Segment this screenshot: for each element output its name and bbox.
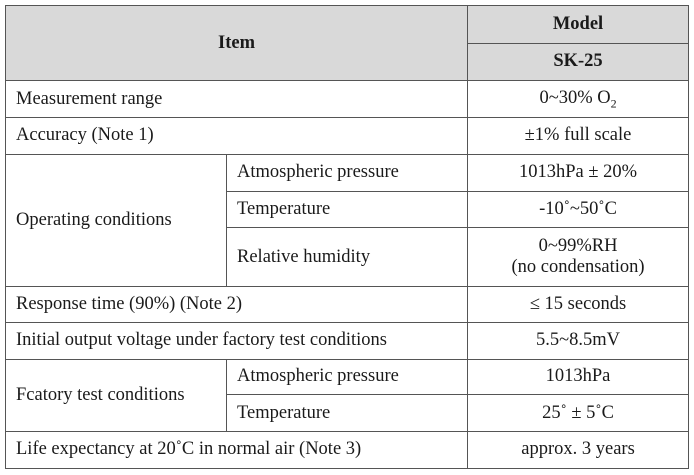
row-value: 0~30% O2 bbox=[467, 80, 690, 119]
table-row: Temperature 25˚ ± 5˚C bbox=[6, 394, 690, 433]
table-row: Accuracy (Note 1) ±1% full scale bbox=[4, 117, 690, 155]
table-row: Temperature -10˚~50˚C bbox=[6, 190, 690, 229]
row-label: Life expectancy at 20˚C in normal air (N… bbox=[4, 431, 469, 469]
sub-label: Temperature bbox=[225, 394, 469, 433]
table-row: Initial output voltage under factory tes… bbox=[4, 322, 690, 360]
sub-label: Atmospheric pressure bbox=[225, 358, 469, 396]
row-value: 1013hPa bbox=[467, 358, 690, 396]
row-label: Initial output voltage under factory tes… bbox=[4, 322, 469, 360]
row-value: ≤ 15 seconds bbox=[467, 286, 690, 324]
sub-label: Atmospheric pressure bbox=[225, 153, 469, 192]
row-label: Accuracy (Note 1) bbox=[4, 117, 469, 155]
row-value: -10˚~50˚C bbox=[467, 190, 690, 229]
row-label: Measurement range bbox=[4, 80, 469, 119]
header-model-name: SK-25 bbox=[467, 42, 690, 82]
measurement-range-value: 0~30% O bbox=[539, 87, 611, 108]
row-value: 1013hPa ± 20% bbox=[467, 153, 690, 192]
row-value: 25˚ ± 5˚C bbox=[467, 394, 690, 433]
table-header-row: SK-25 bbox=[6, 42, 690, 82]
row-value: ±1% full scale bbox=[467, 117, 690, 155]
table-row: Fcatory test conditions Atmospheric pres… bbox=[5, 358, 690, 433]
group-label: Fcatory test conditions bbox=[5, 358, 227, 433]
table-row: Measurement range 0~30% O2 bbox=[4, 80, 690, 119]
table-header-row: Item Model bbox=[4, 4, 690, 82]
spec-table: Item Model SK-25 Measurement range 0~30%… bbox=[4, 4, 690, 469]
row-value: 0~99%RH (no condensation) bbox=[467, 227, 690, 288]
sub-label: Temperature bbox=[225, 190, 469, 229]
row-label: Response time (90%) (Note 2) bbox=[4, 286, 469, 324]
humidity-value: 0~99%RH bbox=[538, 236, 618, 257]
group-label: Operating conditions bbox=[5, 153, 227, 288]
table-row: Response time (90%) (Note 2) ≤ 15 second… bbox=[4, 286, 690, 324]
humidity-note: (no condensation) bbox=[511, 257, 645, 278]
table-row: Operating conditions Atmospheric pressur… bbox=[5, 153, 690, 288]
row-value: 5.5~8.5mV bbox=[467, 322, 690, 360]
row-value: approx. 3 years bbox=[467, 431, 690, 469]
table-row: Relative humidity 0~99%RH (no condensati… bbox=[6, 227, 690, 288]
subscript-2: 2 bbox=[610, 96, 617, 111]
sub-label: Relative humidity bbox=[225, 227, 469, 288]
table-row: Life expectancy at 20˚C in normal air (N… bbox=[4, 431, 690, 469]
header-item: Item bbox=[4, 4, 469, 82]
header-model: Model bbox=[467, 5, 690, 44]
